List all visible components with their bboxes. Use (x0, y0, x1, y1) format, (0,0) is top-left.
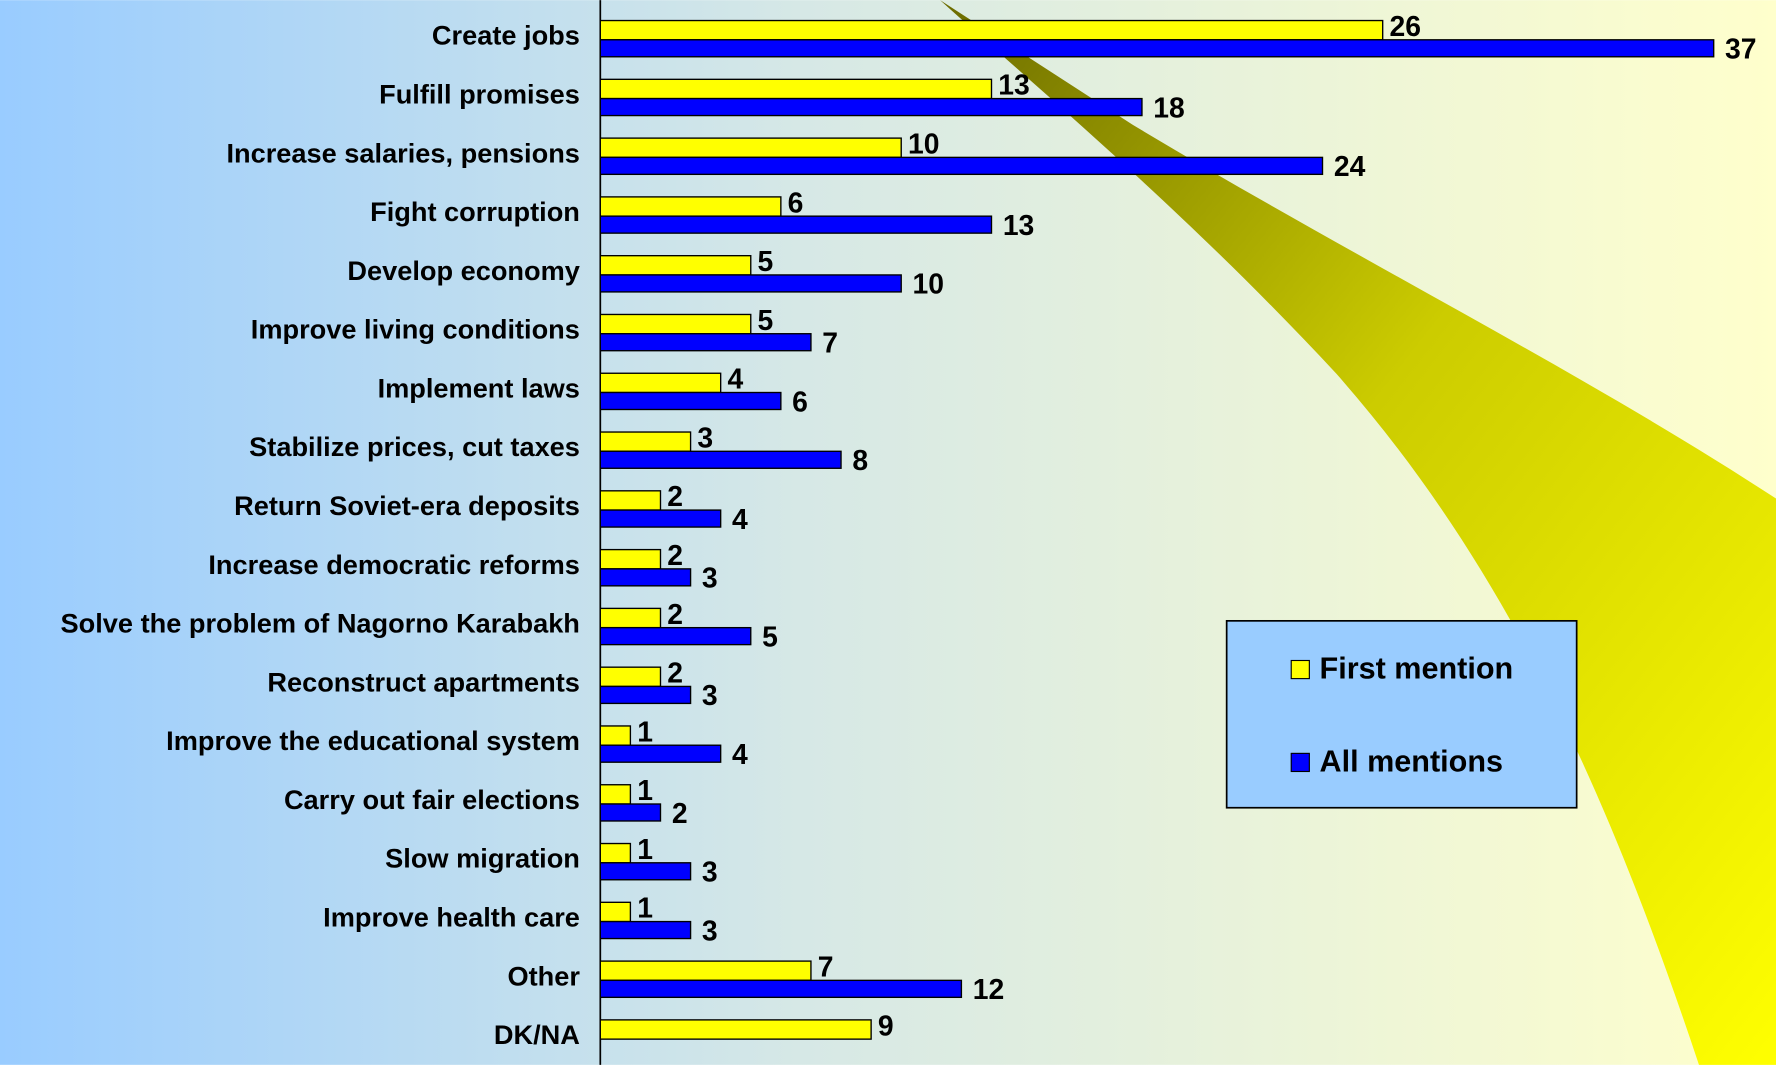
value-label: 9 (878, 1009, 894, 1041)
category-label: DK/NA (494, 1019, 580, 1050)
value-label: 26 (1389, 10, 1420, 42)
bar (599, 979, 963, 999)
bar (599, 391, 782, 411)
bar (599, 313, 752, 335)
value-label: 10 (908, 128, 939, 160)
value-label: 13 (1003, 209, 1034, 241)
bar (599, 490, 662, 511)
value-label: 2 (667, 539, 683, 571)
value-label: 1 (637, 715, 653, 747)
value-label: 2 (667, 657, 683, 689)
category-label: Implement laws (378, 372, 580, 403)
bar (599, 97, 1143, 117)
value-label: 2 (672, 797, 688, 829)
legend-swatch (1290, 752, 1310, 773)
value-label: 1 (637, 892, 653, 924)
value-label: 3 (702, 562, 718, 594)
category-label: Reconstruct apartments (267, 666, 580, 697)
value-label: 6 (788, 186, 804, 218)
decorative-swoosh (940, 0, 1776, 1065)
value-label: 4 (732, 503, 748, 535)
value-label: 4 (727, 363, 743, 395)
bar (599, 1019, 872, 1040)
category-label: Fight corruption (370, 196, 580, 227)
category-label: Stabilize prices, cut taxes (249, 431, 580, 462)
bar (599, 255, 752, 276)
value-label: 5 (758, 304, 774, 336)
value-label: 10 (913, 268, 944, 300)
value-label: 7 (818, 951, 834, 983)
category-label: Other (507, 960, 580, 991)
category-label: Improve health care (323, 901, 580, 932)
bar (599, 862, 692, 881)
value-label: 3 (702, 914, 718, 946)
value-label: 7 (822, 327, 838, 359)
value-label: 4 (732, 738, 748, 770)
value-label: 1 (637, 833, 653, 865)
bar (599, 744, 722, 763)
category-label: Create jobs (432, 20, 580, 51)
value-label: 5 (758, 245, 774, 277)
value-label: 2 (667, 598, 683, 630)
bar (599, 725, 632, 746)
value-label: 3 (697, 421, 713, 453)
category-label: Improve the educational system (166, 725, 580, 756)
legend-swatch (1290, 659, 1310, 680)
value-label: 6 (792, 385, 808, 417)
bar (599, 960, 812, 982)
value-label: 3 (702, 856, 718, 888)
bar (599, 685, 692, 705)
bar (599, 666, 662, 688)
bar (599, 607, 662, 629)
bar (599, 450, 842, 469)
value-label: 12 (973, 973, 1004, 1005)
bar (599, 372, 722, 394)
bar (599, 901, 632, 923)
bar (599, 626, 752, 646)
category-label: Return Soviet-era deposits (234, 490, 580, 521)
value-label: 37 (1725, 33, 1756, 65)
category-label: Fulfill promises (379, 79, 580, 110)
bar (599, 568, 692, 587)
bar (599, 784, 632, 805)
bar (599, 78, 993, 100)
bar (599, 274, 902, 293)
bar (599, 215, 993, 234)
bar (599, 803, 662, 822)
bar (599, 196, 782, 217)
value-label: 24 (1334, 150, 1366, 182)
category-label: Solve the problem of Nagorno Karabakh (61, 608, 580, 639)
category-label: Develop economy (347, 255, 580, 286)
bar (599, 509, 722, 528)
bar (599, 920, 692, 940)
bar (599, 333, 812, 352)
legend-box (1225, 619, 1578, 809)
legend-label: All mentions (1320, 745, 1503, 779)
bar (599, 156, 1324, 176)
value-label: 18 (1153, 91, 1184, 123)
value-label: 13 (998, 69, 1029, 101)
category-label: Carry out fair elections (284, 784, 580, 815)
value-label: 3 (702, 679, 718, 711)
category-label: Increase salaries, pensions (226, 137, 579, 168)
category-label: Slow migration (385, 843, 580, 874)
value-label: 5 (762, 620, 778, 652)
value-label: 1 (637, 774, 653, 806)
value-label: 2 (667, 480, 683, 512)
bar (599, 19, 1384, 41)
value-label: 8 (852, 444, 868, 476)
bar (599, 137, 902, 159)
bar (599, 842, 632, 864)
bar (599, 548, 662, 570)
bar (599, 39, 1715, 58)
bar (599, 431, 692, 452)
category-label: Increase democratic reforms (208, 549, 580, 580)
legend-label: First mention (1320, 652, 1514, 686)
category-label: Improve living conditions (251, 314, 580, 345)
